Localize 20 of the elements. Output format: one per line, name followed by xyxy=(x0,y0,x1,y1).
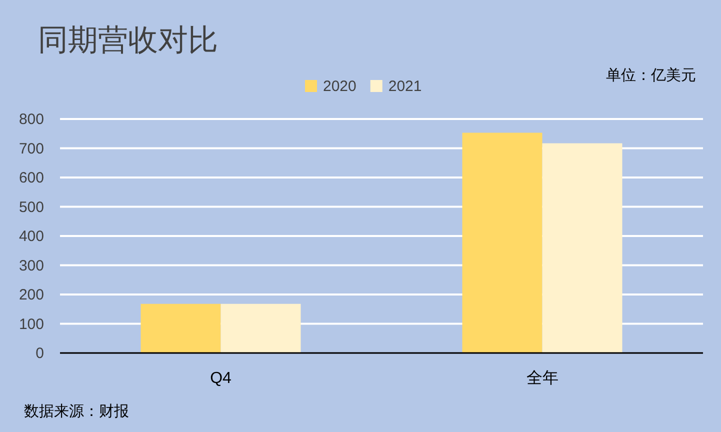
chart-title: 同期营收对比 xyxy=(38,24,218,57)
y-tick-label: 600 xyxy=(18,170,44,186)
y-tick-label: 400 xyxy=(18,228,44,245)
bar xyxy=(140,304,221,353)
y-tick-label: 300 xyxy=(18,257,44,274)
bar xyxy=(462,132,542,353)
y-tick-label: 700 xyxy=(18,140,44,158)
x-tick-label: 全年 xyxy=(526,370,558,387)
bar xyxy=(542,143,622,353)
y-tick-label: 500 xyxy=(18,198,44,216)
y-tick-label: 100 xyxy=(18,316,44,333)
y-tick-label: 800 xyxy=(18,111,44,128)
y-tick-label: 200 xyxy=(18,286,44,304)
chart-subtitle: 单位：亿美元 xyxy=(606,67,696,84)
legend-label: 2020 xyxy=(323,78,356,95)
source-note: 数据来源：财报 xyxy=(24,403,129,420)
bar xyxy=(220,304,301,353)
x-tick-label: Q4 xyxy=(210,370,232,387)
legend-label: 2021 xyxy=(388,78,422,95)
y-tick-label: 0 xyxy=(36,345,44,362)
